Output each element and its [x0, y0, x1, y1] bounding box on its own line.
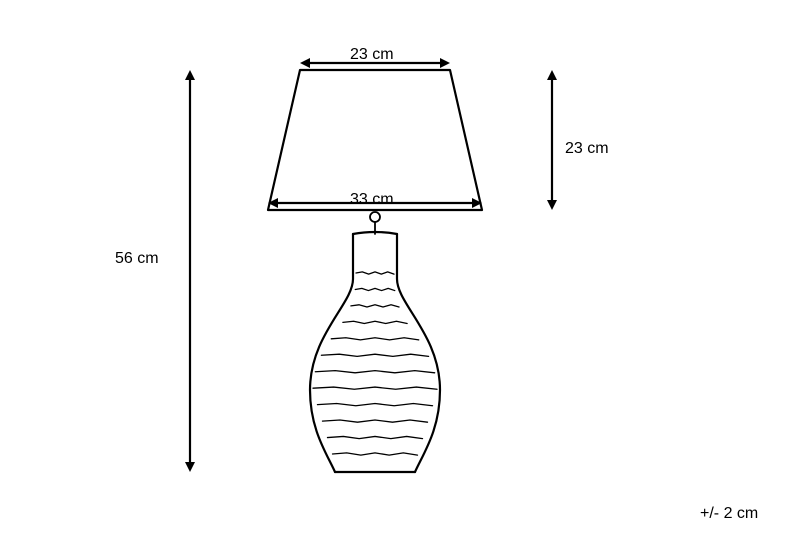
label-shade-height: 23 cm: [565, 140, 609, 158]
label-total-height: 56 cm: [115, 250, 159, 268]
label-shade-top-width: 23 cm: [350, 46, 394, 64]
label-shade-bottom-width: 33 cm: [350, 191, 394, 209]
label-tolerance: +/- 2 cm: [700, 505, 758, 523]
